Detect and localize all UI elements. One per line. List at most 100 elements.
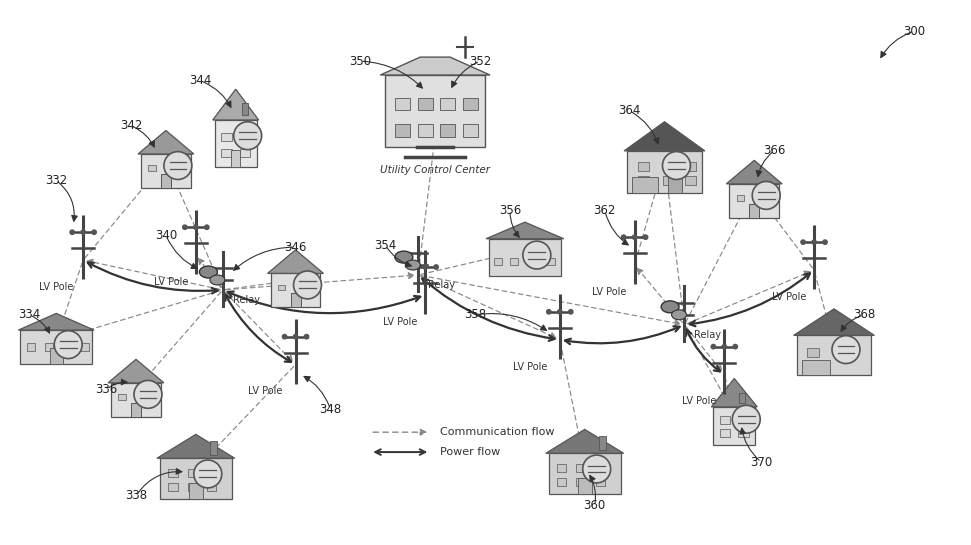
Circle shape (822, 240, 827, 244)
Bar (440, 124, 455, 137)
Ellipse shape (661, 301, 679, 313)
Bar (596, 479, 605, 486)
Bar (834, 348, 846, 358)
Bar (240, 132, 251, 141)
Text: 366: 366 (763, 144, 786, 157)
Text: 348: 348 (319, 403, 342, 416)
Polygon shape (268, 250, 323, 274)
Bar (215, 120, 256, 167)
Text: 350: 350 (350, 54, 372, 68)
Circle shape (722, 344, 726, 349)
Bar (638, 177, 650, 185)
Circle shape (293, 335, 298, 339)
Bar (207, 483, 217, 490)
Bar (662, 162, 674, 171)
Bar (577, 479, 586, 486)
Bar (557, 479, 566, 486)
Circle shape (662, 152, 690, 179)
Text: LV Pole: LV Pole (683, 396, 717, 407)
Circle shape (293, 271, 321, 299)
Bar (577, 464, 586, 471)
Bar (385, 75, 485, 147)
Circle shape (632, 235, 637, 239)
Bar (290, 293, 301, 307)
Text: 340: 340 (154, 229, 177, 241)
Bar (714, 407, 755, 445)
Circle shape (54, 331, 83, 359)
Text: 346: 346 (285, 241, 307, 253)
Ellipse shape (672, 310, 686, 320)
Text: 338: 338 (125, 489, 147, 502)
Bar (632, 177, 658, 193)
Circle shape (812, 240, 817, 244)
Bar (278, 284, 285, 290)
Circle shape (621, 235, 625, 239)
Text: LV Pole: LV Pole (592, 287, 627, 297)
Bar (493, 258, 502, 265)
Circle shape (523, 241, 551, 269)
Bar (720, 416, 730, 424)
Bar (686, 177, 696, 185)
Text: 364: 364 (619, 104, 641, 117)
Polygon shape (138, 130, 194, 154)
Polygon shape (624, 122, 705, 151)
Text: LV Pole: LV Pole (39, 282, 74, 292)
Circle shape (583, 455, 611, 483)
Bar (440, 98, 455, 110)
Text: 336: 336 (95, 383, 117, 396)
Ellipse shape (395, 251, 413, 263)
Bar (462, 124, 478, 137)
Bar (738, 429, 749, 437)
Bar (147, 394, 153, 400)
Bar (418, 124, 433, 137)
Bar (118, 394, 126, 400)
Bar (242, 103, 248, 115)
Bar (240, 149, 251, 157)
Bar (50, 348, 63, 364)
Polygon shape (381, 57, 490, 75)
Bar (738, 416, 749, 424)
Circle shape (183, 225, 187, 229)
Circle shape (434, 265, 438, 269)
Bar (578, 479, 592, 494)
Bar (808, 348, 819, 358)
Bar (176, 165, 184, 171)
Bar (529, 258, 538, 265)
Bar (764, 195, 772, 201)
Bar (168, 483, 178, 490)
Bar (729, 184, 779, 218)
Bar (547, 258, 554, 265)
Bar (221, 132, 232, 141)
Bar (188, 483, 203, 499)
Circle shape (569, 310, 573, 314)
Text: LV Pole: LV Pole (383, 317, 418, 327)
Text: Power flow: Power flow (440, 447, 500, 457)
Circle shape (832, 336, 860, 364)
Circle shape (732, 405, 760, 433)
Polygon shape (793, 309, 874, 335)
Text: 342: 342 (119, 119, 142, 132)
Circle shape (81, 230, 85, 234)
Circle shape (194, 460, 221, 488)
Text: LV Pole: LV Pole (249, 386, 283, 396)
Bar (306, 284, 314, 290)
Bar (207, 469, 217, 476)
Bar (27, 343, 35, 351)
Bar (596, 464, 605, 471)
Text: 332: 332 (45, 174, 67, 187)
Text: 362: 362 (593, 204, 616, 217)
Bar (395, 124, 410, 137)
Bar (739, 393, 746, 403)
Bar (599, 437, 606, 450)
Bar (45, 343, 53, 351)
Text: 354: 354 (374, 239, 396, 252)
Text: Relay: Relay (233, 295, 259, 305)
Circle shape (164, 152, 192, 179)
Text: 370: 370 (750, 456, 772, 469)
Bar (750, 203, 759, 218)
Bar (81, 343, 89, 351)
Bar (149, 165, 155, 171)
Text: LV Pole: LV Pole (513, 361, 547, 372)
Circle shape (283, 335, 286, 339)
Text: Relay: Relay (428, 280, 455, 290)
